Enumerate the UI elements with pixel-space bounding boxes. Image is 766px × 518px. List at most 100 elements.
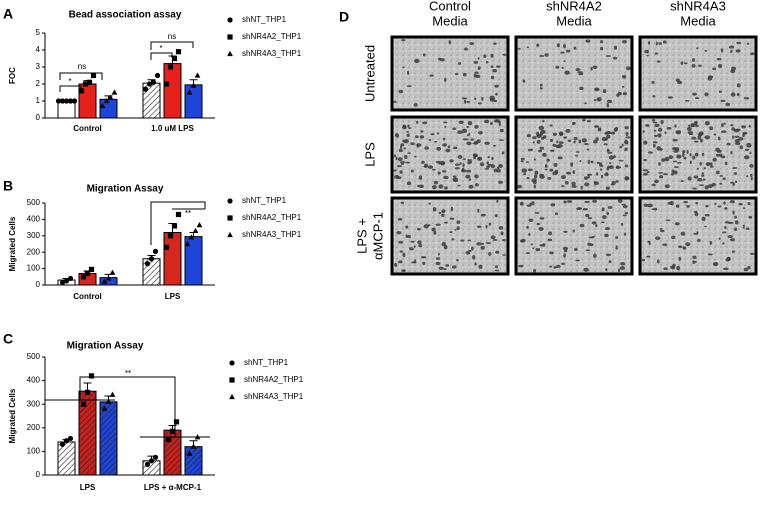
cell [703, 167, 707, 170]
data-point [55, 98, 62, 104]
data-point [186, 89, 193, 95]
cell [439, 160, 446, 166]
cell [394, 262, 398, 267]
cell [438, 266, 444, 270]
data-point [190, 443, 197, 449]
cell [467, 159, 473, 161]
cell [417, 184, 420, 188]
micrograph [638, 115, 758, 194]
data-point [80, 274, 87, 280]
cell [659, 175, 664, 179]
cell [707, 184, 713, 189]
cell [734, 227, 738, 232]
cell [548, 231, 552, 236]
legend-label: shNR4A2_THP1 [242, 32, 302, 41]
cell [694, 121, 698, 126]
cell [414, 155, 417, 158]
cell [402, 252, 406, 258]
cell [406, 133, 410, 138]
cell [738, 137, 744, 141]
cell [557, 144, 563, 148]
y-tick-label: 300 [27, 399, 41, 408]
panel-letter: D [339, 9, 349, 25]
cell [658, 162, 661, 166]
data-point [80, 401, 87, 407]
cell [705, 204, 709, 208]
legend-label: shNR4A3_THP1 [244, 392, 304, 401]
cell [523, 173, 526, 176]
data-point [194, 72, 201, 78]
cell [625, 136, 631, 139]
cell [594, 88, 599, 91]
panel-letter: A [3, 6, 13, 22]
cell [563, 44, 566, 49]
cell [462, 138, 469, 141]
cell [704, 225, 707, 228]
y-tick-label: 0 [36, 280, 41, 289]
column-header: Control [429, 0, 471, 13]
cell [712, 157, 717, 162]
data-point [152, 248, 159, 254]
cell [724, 226, 727, 229]
cell [393, 154, 397, 158]
legend-marker [227, 215, 233, 221]
cell [591, 235, 596, 238]
cell [438, 211, 442, 215]
cell [486, 161, 489, 165]
cell [494, 120, 500, 123]
cell [500, 231, 504, 236]
cell [704, 49, 708, 52]
cell [402, 124, 407, 129]
cell [721, 130, 727, 134]
cell [575, 68, 581, 72]
data-point [90, 72, 97, 79]
cell [725, 102, 731, 107]
significance-bracket [150, 201, 206, 245]
cell [589, 243, 594, 247]
cell [417, 240, 422, 245]
cell [566, 200, 573, 203]
cell [435, 261, 441, 266]
cell [606, 99, 613, 104]
cell [498, 120, 501, 125]
cell [721, 123, 724, 128]
legend-label: shNT_THP1 [244, 358, 289, 367]
cell [502, 239, 506, 242]
cell [462, 158, 467, 160]
cell [658, 148, 663, 151]
cell [607, 206, 613, 209]
cell [467, 120, 473, 126]
cell [436, 132, 439, 135]
cell [466, 134, 470, 137]
cell [709, 126, 714, 131]
cell [558, 131, 564, 136]
cell [549, 124, 553, 127]
y-tick-label: 2 [36, 79, 41, 88]
cell [622, 205, 628, 209]
micrograph-frame [514, 115, 634, 194]
legend-marker [227, 231, 233, 238]
cell [421, 160, 425, 164]
y-tick-label: 200 [27, 247, 41, 256]
cell [682, 153, 685, 158]
cell [621, 74, 627, 79]
cell [418, 184, 424, 189]
cell [493, 42, 497, 45]
cell [618, 159, 624, 162]
cell [444, 77, 447, 82]
cell [684, 100, 690, 102]
cell [449, 217, 455, 220]
cell [590, 66, 593, 71]
cell [718, 90, 722, 93]
cell [743, 267, 749, 272]
cell [730, 151, 733, 155]
cell [621, 85, 625, 88]
data-point [59, 98, 66, 104]
cell [454, 163, 461, 166]
cell [660, 119, 664, 125]
cell [441, 213, 445, 218]
cell [457, 62, 462, 65]
cell [456, 226, 460, 231]
data-point [63, 278, 70, 284]
cell [739, 145, 743, 150]
